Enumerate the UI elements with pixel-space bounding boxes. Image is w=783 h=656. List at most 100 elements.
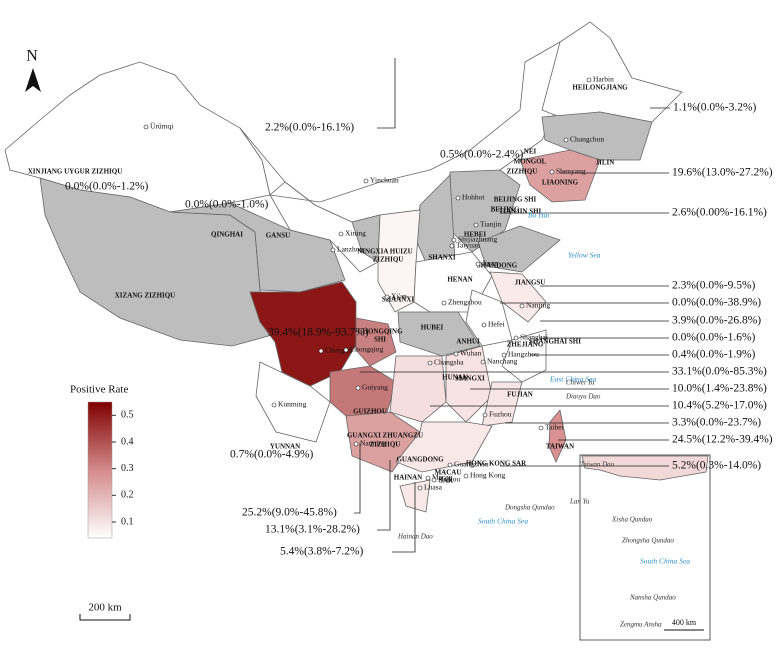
rate-annotation: 2.2%(0.0%-16.1%): [265, 122, 354, 134]
province-label: HEBEI: [464, 231, 486, 239]
scale-line: [79, 614, 131, 621]
province-label: QINGHAI: [211, 231, 243, 239]
city-marker: [463, 473, 469, 479]
city-marker: [417, 485, 423, 491]
province-label: SHANGHAI SHI: [529, 338, 581, 346]
city-label: Nanning: [360, 439, 386, 448]
province-label: SAR: [439, 477, 454, 485]
city-marker: [449, 243, 455, 249]
city-label: Harbin: [593, 75, 614, 84]
city-marker: [353, 441, 359, 447]
province-label: JILIN: [596, 159, 615, 167]
province-label: HENAN: [447, 276, 472, 284]
city-marker: [447, 462, 453, 468]
provinces: [4, 21, 711, 641]
province-label: JIANGSU: [515, 279, 546, 287]
province-label: ZIZHIQU: [507, 168, 538, 176]
rate-annotation: 19.6%(13.0%-27.2%): [672, 167, 773, 179]
city-label: Zhengzhou: [448, 298, 482, 307]
legend-bar: [87, 401, 113, 539]
city-label: Shanghai: [520, 333, 548, 342]
island-label: Zengmu Ansha: [620, 621, 662, 629]
rate-annotation: 0.0%(0.0%-1.2%): [65, 181, 149, 193]
city-label: Guangzhou: [454, 460, 489, 469]
city-label: Kunming: [278, 400, 307, 409]
north-arrow: [25, 68, 41, 92]
chongqing: [355, 317, 397, 367]
province-label: MONGOL: [514, 158, 547, 166]
city-label: Macau: [432, 473, 453, 482]
taiwan: [548, 409, 567, 463]
province-label: SHANXI: [428, 254, 456, 262]
city-marker: [271, 402, 277, 408]
province-label: HEILONGJIANG: [572, 84, 628, 92]
jiangxi: [445, 345, 493, 423]
rate-annotation: 5.4%(3.8%-7.2%): [280, 546, 364, 558]
heilongjiang: [541, 21, 683, 123]
city-label: Tianjin: [480, 220, 502, 229]
city-marker: [480, 359, 486, 365]
city-marker: [563, 137, 569, 143]
province-label: HAINAN: [394, 474, 422, 482]
province-label: JIANGXI: [455, 375, 485, 383]
legend-tick-label: 0.2: [121, 490, 134, 501]
province-label: BEIJING SHI: [494, 196, 537, 204]
island-label: Hainan Dao: [397, 533, 433, 541]
province-label: NINGXIA HUIZU: [357, 248, 412, 256]
city-label: Fuzhou: [489, 410, 512, 419]
anhui: [465, 289, 513, 347]
sea-label: Yellow Sea: [568, 251, 601, 260]
city-label: Chengdu: [325, 346, 352, 355]
rate-annotation: 1.1%(0.0%-3.2%): [673, 102, 757, 114]
city-label: Taiyuan: [456, 241, 480, 250]
island-label: Nansha Qundao: [629, 594, 676, 602]
labels: 1.1%(0.0%-3.2%) 2.2%(0.0%-16.1%) 0.5%(0.0%…: [28, 58, 773, 631]
province-label: HONG KONG SAR: [466, 460, 527, 468]
inset-frame: [579, 454, 711, 641]
rate-annotation: 5.2%(0.3%-14.0%): [672, 460, 761, 472]
city-label: Guiyang: [362, 383, 388, 392]
legend-title: Positive Rate: [70, 384, 128, 396]
province-label: SHANDONG: [477, 262, 518, 270]
city-marker: [455, 195, 461, 201]
city-label: Nanjing: [526, 301, 550, 310]
city-marker: [473, 222, 479, 228]
city-marker: [425, 475, 431, 481]
sea-label: South China Sea: [478, 517, 528, 526]
province-label: HUBEI: [421, 324, 444, 332]
city-label: Lhasa: [424, 483, 443, 492]
rate-annotation: 2.6%(0.00%-16.1%): [672, 207, 767, 219]
city-marker: [427, 360, 433, 366]
city-marker: [451, 237, 457, 243]
province-label: SHAANXI: [382, 296, 415, 304]
city-marker: [519, 303, 525, 309]
province-label: TIANJIN SHI: [499, 208, 542, 216]
city-marker: [441, 300, 447, 306]
shaanxi: [377, 209, 421, 313]
scale-bar: 200 km: [79, 602, 131, 621]
province-label: NEI: [524, 148, 537, 156]
province-label: GANSU: [266, 232, 291, 240]
rate-annotation: 33.1%(0.0%-85.3%): [672, 366, 767, 378]
guangdong: [395, 421, 493, 473]
rate-annotation: 3.9%(0.0%-26.8%): [672, 315, 761, 327]
city-marker: [513, 335, 519, 341]
city-label: Shenyang: [556, 167, 586, 176]
city-label: Changchun: [570, 135, 604, 144]
city-marker: [384, 294, 390, 300]
leader-line: [392, 482, 416, 553]
rate-annotation: 0.5%(0.0%-2.4%): [440, 149, 524, 161]
province-label: BEIJING: [491, 206, 520, 214]
sea-label: South China Sea: [640, 557, 690, 566]
city-marker: [343, 347, 349, 353]
rate-annotation: 10.4%(5.2%-17.0%): [672, 400, 767, 412]
rate-annotation: 3.3%(0.0%-23.7%): [672, 417, 761, 429]
city-label: Hangzhou: [508, 350, 539, 359]
city-marker: [501, 352, 507, 358]
rate-annotation: 0.0%(0.0%-1.6%): [672, 332, 756, 344]
city-marker: [549, 169, 555, 175]
island-label: Lan Yu: [569, 498, 590, 506]
fujian: [481, 381, 523, 427]
legend-tick-label: 0.4: [121, 436, 134, 447]
